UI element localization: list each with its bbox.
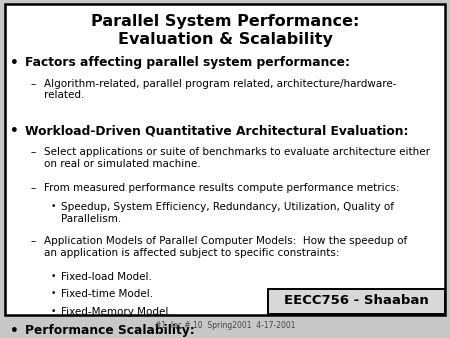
Text: Factors affecting parallel system performance:: Factors affecting parallel system perfor… <box>25 56 350 69</box>
Text: Select applications or suite of benchmarks to evaluate architecture either
on re: Select applications or suite of benchmar… <box>44 147 430 169</box>
FancyBboxPatch shape <box>5 4 445 315</box>
Text: EECC756 - Shaaban: EECC756 - Shaaban <box>284 294 429 307</box>
Text: •: • <box>10 56 18 70</box>
Text: #1  lec # 10  Spring2001  4-17-2001: #1 lec # 10 Spring2001 4-17-2001 <box>155 321 295 330</box>
Text: –: – <box>31 236 36 246</box>
Text: Application Models of Parallel Computer Models:  How the speedup of
an applicati: Application Models of Parallel Computer … <box>44 236 407 258</box>
FancyBboxPatch shape <box>268 289 445 314</box>
Text: Speedup, System Efficiency, Redundancy, Utilization, Quality of
Parallelism.: Speedup, System Efficiency, Redundancy, … <box>61 202 394 224</box>
Text: •: • <box>50 202 56 212</box>
Text: From measured performance results compute performance metrics:: From measured performance results comput… <box>44 183 400 193</box>
Text: Performance Scalability:: Performance Scalability: <box>25 324 194 337</box>
Text: –: – <box>31 147 36 157</box>
Text: •: • <box>50 272 56 281</box>
Text: Algorithm-related, parallel program related, architecture/hardware-
related.: Algorithm-related, parallel program rela… <box>44 79 396 100</box>
Text: Fixed-load Model.: Fixed-load Model. <box>61 272 152 282</box>
Text: •: • <box>10 124 18 138</box>
Text: •: • <box>50 307 56 316</box>
Text: Fixed-Memory Model.: Fixed-Memory Model. <box>61 307 171 317</box>
Text: Fixed-time Model.: Fixed-time Model. <box>61 289 153 299</box>
Text: •: • <box>50 289 56 298</box>
Text: –: – <box>31 79 36 89</box>
Text: –: – <box>31 183 36 193</box>
Text: Parallel System Performance:
Evaluation & Scalability: Parallel System Performance: Evaluation … <box>91 14 359 47</box>
Text: •: • <box>10 324 18 338</box>
Text: Workload-Driven Quantitative Architectural Evaluation:: Workload-Driven Quantitative Architectur… <box>25 124 408 137</box>
